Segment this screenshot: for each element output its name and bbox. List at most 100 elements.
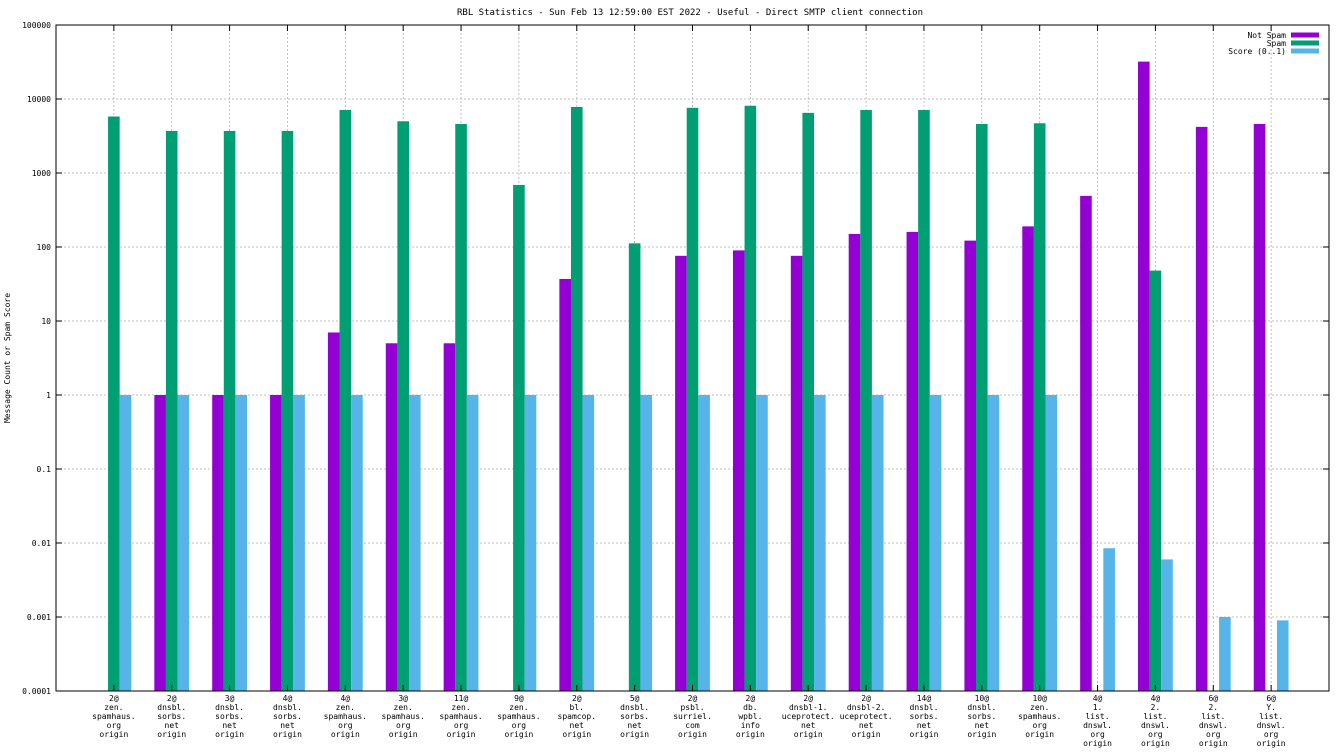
- x-tick-label-line: org: [396, 721, 411, 730]
- bar-spam: [339, 110, 352, 691]
- x-tick-label-line: 6@: [1266, 694, 1276, 703]
- bar-score-0-1: [640, 395, 653, 691]
- x-tick-label-line: origin: [678, 730, 707, 739]
- x-tick-label-line: origin: [1141, 739, 1170, 748]
- x-tick-label-line: dnswl.: [1257, 721, 1286, 730]
- x-tick-label-line: dnsbl.: [215, 703, 244, 712]
- x-tick-label-line: origin: [1025, 730, 1054, 739]
- x-tick-label-line: uceprotect.: [782, 712, 835, 721]
- x-tick-label-line: surriel.: [673, 712, 712, 721]
- y-tick-label: 100000: [22, 21, 51, 30]
- bar-score-0-1: [1219, 617, 1231, 691]
- bar-score-0-1: [1045, 395, 1058, 691]
- x-tick-label: 3@ dnsbl. sorbs. net origin: [215, 694, 244, 739]
- x-tick-label-line: 10@: [975, 694, 990, 703]
- x-tick-label-line: 14@: [917, 694, 932, 703]
- bar-spam: [108, 116, 120, 691]
- bar-spam: [570, 106, 583, 692]
- x-tick-label-line: org: [107, 721, 122, 730]
- y-tick-label: 0.1: [37, 465, 52, 474]
- x-tick-label-line: dnswl.: [1141, 721, 1170, 730]
- bar-spam: [1033, 123, 1046, 691]
- x-tick-label-line: dnsbl.: [967, 703, 996, 712]
- bar-spam: [165, 130, 178, 692]
- x-tick-label-line: 2@: [803, 694, 813, 703]
- bar-spam: [223, 130, 236, 692]
- x-tick-label-line: list.: [1201, 712, 1225, 721]
- x-tick-label-line: net: [917, 721, 932, 730]
- x-tick-label-line: org: [1264, 730, 1279, 739]
- x-tick-label-line: bl.: [570, 703, 584, 712]
- x-tick-label-line: Y.: [1266, 703, 1276, 712]
- x-tick-label: 6@ 2. list. dnswl. org origin: [1199, 694, 1228, 748]
- bar-not-spam: [327, 332, 340, 691]
- x-tick-label-line: net: [222, 721, 237, 730]
- legend-label: Spam: [1267, 39, 1286, 48]
- x-tick-label-line: net: [801, 721, 816, 730]
- bar-not-spam: [1138, 61, 1150, 692]
- x-tick-label-line: origin: [1257, 739, 1286, 748]
- x-tick-label-line: origin: [273, 730, 302, 739]
- x-tick-label-line: net: [165, 721, 180, 730]
- x-tick-label-line: org: [1090, 730, 1105, 739]
- x-tick-label-line: dnsbl.: [157, 703, 186, 712]
- x-tick-label-line: dnsbl-2.: [847, 703, 886, 712]
- x-tick-label-line: spamhaus.: [439, 712, 482, 721]
- x-tick-label-line: origin: [1083, 739, 1112, 748]
- x-tick-label-line: 3@: [225, 694, 235, 703]
- x-tick-label-line: 2.: [1208, 703, 1218, 712]
- x-tick-label-line: list.: [1085, 712, 1109, 721]
- x-tick-label-line: spamcop.: [558, 712, 597, 721]
- bar-spam: [860, 110, 872, 691]
- x-tick-label-line: 4@: [283, 694, 293, 703]
- legend-swatch: [1291, 40, 1319, 46]
- y-tick-label: 0.001: [27, 613, 51, 622]
- bar-not-spam: [270, 395, 282, 691]
- x-tick-label-line: info: [741, 721, 760, 730]
- x-tick-label: 4@ zen. spamhaus. org origin: [324, 694, 367, 739]
- bar-score-0-1: [756, 395, 768, 691]
- x-tick-label: 2@ db. wpbl. info origin: [736, 694, 765, 739]
- axes: 0.0001 0.001 0.01 0.1 1 10 100 1000 10000 100000 2…: [22, 21, 1329, 748]
- x-tick-label-line: origin: [794, 730, 823, 739]
- x-tick-label-line: 2@: [746, 694, 756, 703]
- bar-score-0-1: [1161, 559, 1173, 691]
- x-tick-label-line: zen.: [451, 703, 470, 712]
- bar-not-spam: [906, 231, 919, 691]
- bar-not-spam: [1022, 226, 1034, 691]
- x-tick-label-line: spamhaus.: [382, 712, 425, 721]
- x-tick-label-line: net: [570, 721, 585, 730]
- bar-not-spam: [790, 255, 803, 691]
- x-tick-label-line: 2@: [861, 694, 871, 703]
- x-tick-label-line: list.: [1143, 712, 1167, 721]
- bar-not-spam: [1253, 123, 1266, 691]
- x-tick-label-line: dnsbl-1.: [789, 703, 828, 712]
- bar-spam: [1149, 270, 1162, 691]
- bar-score-0-1: [293, 395, 305, 691]
- bar-not-spam: [675, 255, 687, 691]
- x-tick-label: 3@ zen. spamhaus. org origin: [382, 694, 425, 739]
- x-tick-label: 2@ dnsbl-1. uceprotect. net origin: [782, 694, 835, 739]
- x-tick-label: 2@ psbl. surriel. com origin: [673, 694, 712, 739]
- x-tick-label-line: 5@: [630, 694, 640, 703]
- x-tick-label-line: origin: [620, 730, 649, 739]
- x-tick-label-line: sorbs.: [273, 712, 302, 721]
- x-tick-label-line: sorbs.: [910, 712, 939, 721]
- x-tick-label-line: origin: [447, 730, 476, 739]
- x-tick-label-line: spamhaus.: [92, 712, 135, 721]
- x-tick-label-line: org: [1032, 721, 1047, 730]
- bar-score-0-1: [698, 395, 710, 691]
- bar-spam: [281, 130, 294, 692]
- x-tick-label-line: dnswl.: [1083, 721, 1112, 730]
- y-tick-label: 1: [46, 391, 51, 400]
- bar-score-0-1: [351, 395, 363, 691]
- x-tick-label: 10@ zen. spamhaus. org origin: [1018, 694, 1061, 739]
- x-tick-label-line: org: [454, 721, 469, 730]
- x-tick-label-line: origin: [215, 730, 244, 739]
- bar-spam: [513, 184, 525, 691]
- x-tick-label-line: net: [627, 721, 642, 730]
- x-tick-label: 2@ dnsbl. sorbs. net origin: [157, 694, 186, 739]
- x-tick-label-line: spamhaus.: [497, 712, 540, 721]
